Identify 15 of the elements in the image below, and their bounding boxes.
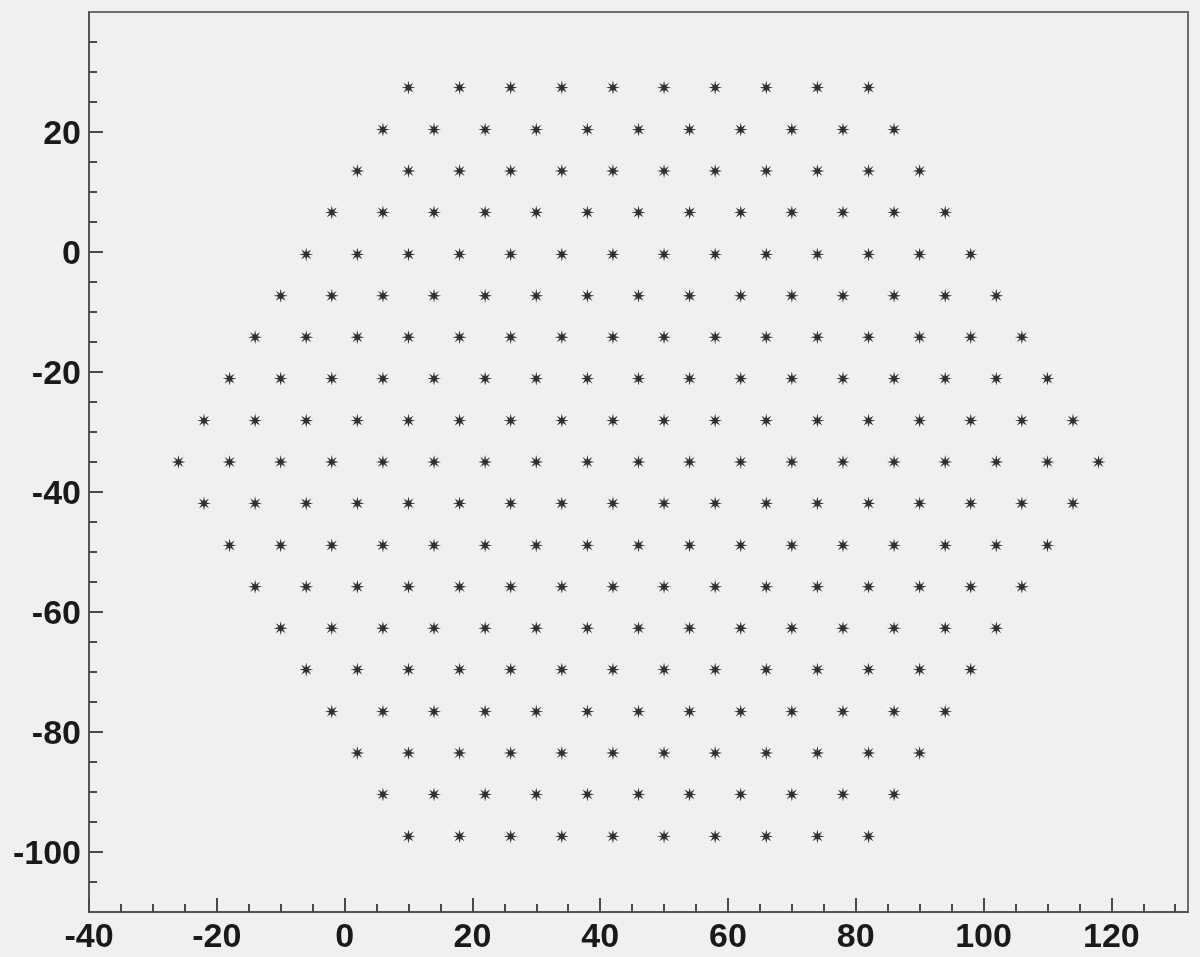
x-tick-label: 80	[836, 916, 875, 954]
y-tick-label: -80	[31, 713, 81, 751]
y-tick-label: 0	[62, 233, 81, 271]
x-tick-label: 20	[453, 916, 492, 954]
y-tick-label: 20	[43, 113, 81, 151]
x-tick-label: 120	[1082, 916, 1140, 954]
x-tick-label: 60	[709, 916, 747, 954]
y-tick-label: -100	[12, 833, 81, 871]
x-tick-label: -20	[192, 916, 242, 954]
x-tick-label: 100	[955, 916, 1012, 954]
x-tick-label: 40	[581, 916, 620, 954]
y-tick-label: -40	[31, 473, 81, 511]
x-tick-label: 0	[335, 916, 355, 954]
y-tick-label: -60	[31, 593, 81, 631]
y-tick-label: -20	[31, 353, 81, 391]
